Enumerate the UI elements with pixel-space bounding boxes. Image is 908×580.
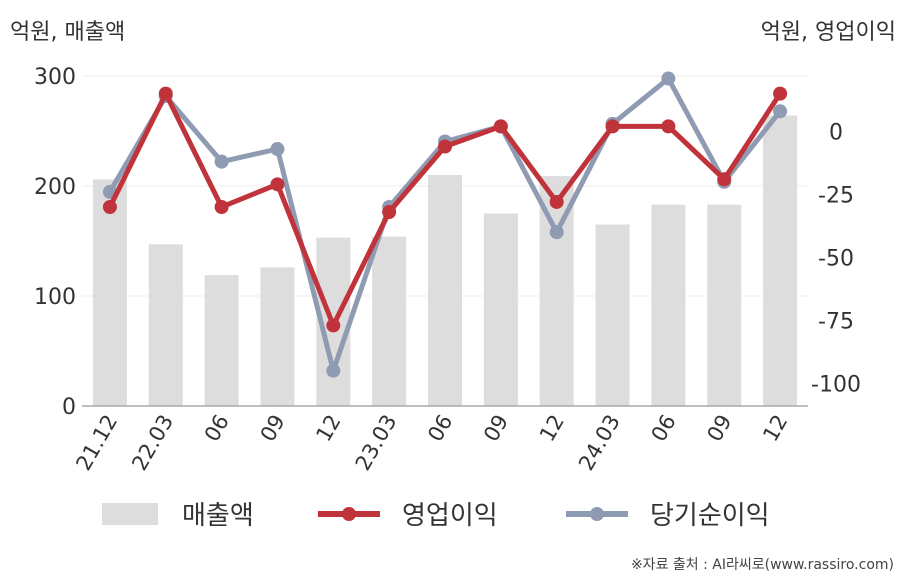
x-tick-label: 12 [535,411,569,446]
operating-profit-point [214,199,229,214]
bar-revenue [651,204,686,406]
x-tick-label: 06 [200,411,234,446]
y-right-tick-label: -100 [811,372,861,397]
y-left-tick-label: 300 [34,65,76,90]
bar-revenue [428,175,462,406]
legend-label-operating-profit: 영업이익 [402,501,498,531]
x-tick-label: 22.03 [127,411,178,475]
x-tick-label: 24.03 [574,411,625,475]
operating-profit-point [382,205,397,220]
x-tick-label: 09 [256,411,290,446]
net-income-point [549,225,564,240]
legend-swatch-revenue [102,503,158,525]
net-income-point [214,154,229,169]
y-right-tick-label: -25 [818,183,854,208]
x-tick-label: 09 [702,411,736,446]
net-income-point [661,71,676,86]
bar-revenue [483,213,518,406]
operating-profit-point [661,119,676,134]
operating-profit-point [438,139,452,154]
net-income-point [773,104,788,119]
y-right-tick-label: -75 [818,309,854,334]
legend-label-revenue: 매출액 [182,501,254,531]
operating-profit-point [493,119,508,134]
source-note: ※자료 출처 : AI라씨로(www.rassiro.com) [630,557,894,573]
x-tick-label: 23.03 [351,411,402,475]
x-tick-label: 12 [758,411,792,446]
y-left-tick-label: 0 [62,395,76,420]
left-axis-unit: 억원, 매출액 [10,20,126,45]
x-tick-label: 09 [479,411,513,446]
bar-revenue [707,204,742,406]
operating-profit-point [773,86,788,101]
operating-profit-point [158,86,173,101]
net-income-point [270,142,285,157]
y-right-tick-label: -50 [818,246,854,271]
operating-profit-point [102,199,117,214]
operating-profit-point [326,318,341,333]
right-axis-unit: 억원, 영업이익 [760,20,896,45]
x-tick-label: 06 [647,411,681,446]
bar-revenue [260,267,295,406]
y-left-tick-label: 200 [34,175,76,200]
legend-marker-net-income [590,507,604,521]
legend-label-net-income: 당기순이익 [650,501,770,531]
bar-revenue [204,275,239,406]
x-tick-label: 12 [311,411,345,446]
bar-revenue [92,179,127,406]
bar-revenue [763,115,798,406]
bar-revenue [148,244,183,406]
operating-profit-point [605,119,620,134]
net-income-point [326,363,341,378]
y-right-tick-label: 0 [829,120,843,145]
x-tick-label: 21.12 [71,411,122,475]
operating-profit-point [549,194,564,209]
legend-marker-operating-profit [342,507,356,521]
y-left-tick-label: 100 [34,285,76,310]
operating-profit-point [717,172,732,187]
operating-profit-point [270,177,285,192]
bar-revenue [595,224,630,406]
bar-revenue [372,236,407,406]
x-tick-label: 06 [423,411,457,446]
